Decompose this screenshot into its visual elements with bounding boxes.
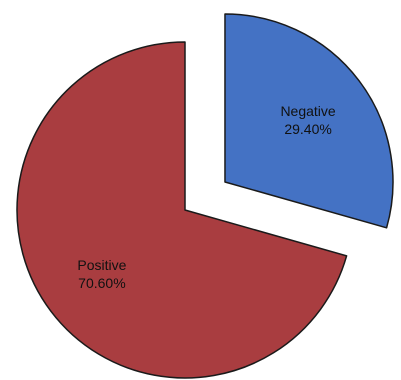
pie-label-name: Negative: [280, 103, 335, 119]
pie-slice-positive: [16, 41, 348, 379]
pie-label-value: 70.60%: [78, 275, 125, 291]
pie-slice-negative: [224, 13, 394, 229]
pie-label-name: Positive: [77, 257, 126, 273]
pie-label-value: 29.40%: [284, 121, 331, 137]
pie-slices: [16, 13, 394, 379]
pie-label-positive: Positive 70.60%: [77, 257, 126, 291]
pie-labels: Negative 29.40% Positive 70.60%: [77, 103, 336, 291]
pie-label-negative: Negative 29.40%: [280, 103, 335, 137]
